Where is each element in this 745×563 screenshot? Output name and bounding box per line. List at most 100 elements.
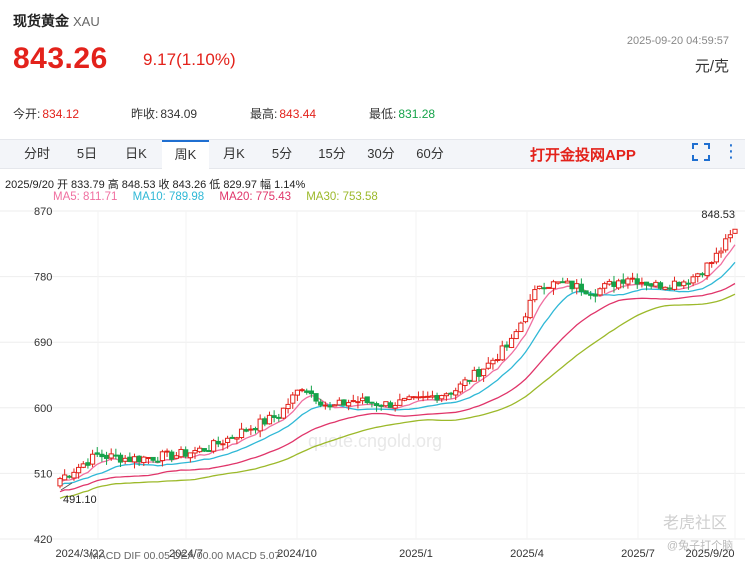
stat-label: 最高: — [250, 107, 278, 121]
tab-30min[interactable]: 30分 — [367, 146, 395, 161]
y-tick-label: 780 — [34, 272, 52, 284]
tab-15min[interactable]: 15分 — [318, 146, 346, 161]
candle-body — [229, 436, 235, 439]
tab-monthly-k[interactable]: 月K — [223, 146, 245, 161]
candle-body — [629, 277, 636, 280]
user-watermark: @兔子打个脑 — [667, 538, 733, 552]
candle-body — [448, 392, 454, 395]
candle-body — [290, 394, 296, 404]
candle-body — [378, 404, 384, 407]
candle-body — [667, 287, 673, 290]
tab-5min[interactable]: 5分 — [271, 146, 293, 161]
candle-body — [369, 401, 375, 404]
candle-body — [681, 281, 687, 287]
candle-body — [318, 401, 324, 406]
candle-body — [564, 280, 571, 284]
tab-weekly-k[interactable]: 周K — [162, 140, 209, 169]
x-tick-label: 2025/9/20 — [686, 548, 735, 560]
tab-60min[interactable]: 60分 — [416, 146, 444, 161]
candle-body — [662, 286, 668, 290]
ma-legend: MA5: 811.71 MA10: 789.98 MA20: 775.43 MA… — [53, 191, 390, 203]
candle-body — [201, 448, 207, 452]
x-tick-label: 2024/7 — [169, 548, 203, 560]
candle-body — [653, 281, 659, 287]
candle-body — [364, 396, 370, 404]
candle-body — [494, 359, 501, 362]
y-tick-label: 420 — [34, 534, 52, 546]
candle-body — [346, 402, 352, 407]
candle-body — [625, 278, 631, 285]
candle-body — [131, 456, 138, 463]
candle-body — [611, 281, 617, 287]
candle-body — [723, 238, 729, 251]
stat-prev-close: 昨收: 834.09 — [131, 105, 197, 122]
site-watermark: quote.cngold.org — [308, 431, 442, 451]
candle-body — [695, 273, 701, 277]
tab-intraday[interactable]: 分时 — [23, 146, 50, 161]
candle-body — [425, 395, 431, 398]
x-tick-label: 2024/10 — [277, 548, 317, 560]
fullscreen-glyph — [692, 143, 710, 161]
candle-body — [359, 397, 366, 402]
candle-body — [271, 415, 277, 418]
candle-body — [392, 404, 398, 409]
candle-body — [355, 401, 361, 404]
candle-body — [634, 278, 640, 285]
instrument-title: 现货黄金 XAU — [13, 11, 100, 31]
candle-body — [699, 273, 706, 276]
timestamp: 2025-09-20 04:59:57 — [626, 35, 729, 47]
tab-5day[interactable]: 5日 — [76, 146, 98, 161]
candle-body — [541, 287, 547, 290]
ma20-label: MA20: 775.43 — [219, 191, 291, 203]
candle-body — [164, 450, 170, 453]
candle-body — [327, 405, 333, 408]
candle-body — [718, 250, 724, 254]
candle-body — [262, 418, 268, 425]
candle-body — [732, 228, 738, 234]
candle-body — [513, 331, 519, 340]
candle-body — [280, 407, 287, 419]
tab-daily-k[interactable]: 日K — [125, 146, 147, 161]
candle-body — [252, 428, 259, 431]
candle-body — [173, 455, 179, 459]
x-tick-label: 2025/7 — [621, 548, 655, 560]
price-unit: 元/克 — [694, 58, 729, 75]
open-app-link[interactable]: 打开金投网APP — [530, 147, 636, 164]
fullscreen-icon[interactable] — [692, 143, 710, 166]
community-watermark: 老虎社区 — [663, 514, 727, 532]
candle-body — [127, 456, 133, 463]
candle-body — [401, 397, 408, 401]
ma20-line — [59, 282, 736, 493]
candle-body — [727, 234, 733, 239]
candle-body — [243, 429, 249, 432]
stat-label: 最低: — [369, 107, 397, 121]
min-price-pointer — [60, 482, 73, 491]
candle-body — [299, 389, 305, 392]
stat-value: 834.09 — [160, 107, 198, 121]
y-tick-label: 870 — [34, 206, 52, 218]
candle-body — [467, 379, 473, 382]
candle-body — [546, 286, 552, 289]
candle-body — [94, 452, 100, 455]
chart-axis-labels: 870 780 690 600 510 420 2024/3/22 2024/7 2024/10… — [34, 206, 735, 560]
candle-body — [169, 451, 175, 460]
candle-body — [578, 283, 584, 292]
candle-body — [606, 280, 612, 285]
candle-body — [294, 389, 301, 396]
kline-chart[interactable]: quote.cngold.org 老虎社区 @兔子打个脑 870 780 690 60… — [0, 200, 745, 563]
candle-body — [206, 450, 212, 453]
chart-watermark: quote.cngold.org 老虎社区 @兔子打个脑 — [308, 431, 733, 552]
candle-body — [471, 369, 477, 382]
candle-body — [304, 390, 310, 393]
candle-body — [383, 401, 389, 407]
candle-body — [527, 299, 533, 319]
more-menu-icon[interactable]: ⋮ — [722, 141, 740, 161]
candle-body — [490, 359, 496, 365]
candle-body — [713, 252, 719, 263]
ma30-label: MA30: 753.58 — [306, 191, 378, 203]
candle-body — [676, 281, 682, 287]
stat-value: 834.12 — [42, 107, 80, 121]
candle-body — [332, 404, 338, 407]
stat-open: 今开: 834.12 — [13, 105, 79, 122]
stat-value: 843.44 — [279, 107, 317, 121]
